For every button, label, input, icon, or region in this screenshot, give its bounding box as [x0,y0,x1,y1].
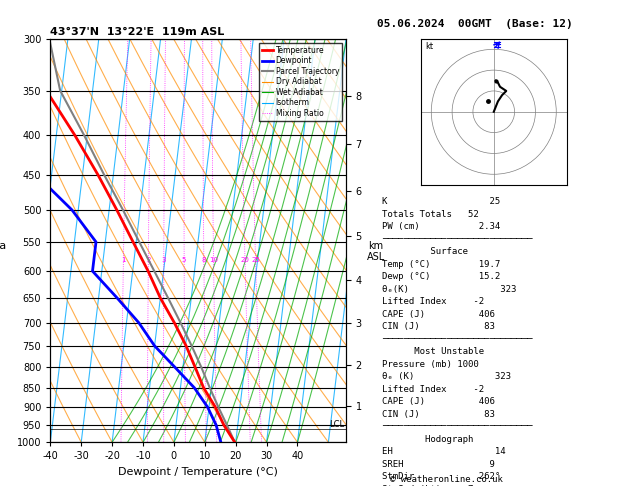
Text: K                   25
Totals Totals   52
PW (cm)           2.34
───────────────: K 25 Totals Totals 52 PW (cm) 2.34 ─────… [382,197,533,486]
Text: © weatheronline.co.uk: © weatheronline.co.uk [390,474,503,484]
Text: 5: 5 [182,257,186,263]
Text: kt: kt [425,42,433,52]
X-axis label: Dewpoint / Temperature (°C): Dewpoint / Temperature (°C) [118,467,278,477]
Y-axis label: hPa: hPa [0,241,6,251]
Text: LCL: LCL [329,419,345,429]
Text: 8: 8 [202,257,206,263]
Text: 1: 1 [121,257,126,263]
Text: 20: 20 [240,257,250,263]
Text: 25: 25 [251,257,260,263]
Legend: Temperature, Dewpoint, Parcel Trajectory, Dry Adiabat, Wet Adiabat, Isotherm, Mi: Temperature, Dewpoint, Parcel Trajectory… [259,43,342,121]
Y-axis label: km
ASL: km ASL [367,241,385,262]
Text: 05.06.2024  00GMT  (Base: 12): 05.06.2024 00GMT (Base: 12) [377,19,573,30]
Text: 43°37'N  13°22'E  119m ASL: 43°37'N 13°22'E 119m ASL [50,27,225,37]
Text: 10: 10 [209,257,218,263]
Text: 2: 2 [146,257,150,263]
Text: 3: 3 [162,257,166,263]
